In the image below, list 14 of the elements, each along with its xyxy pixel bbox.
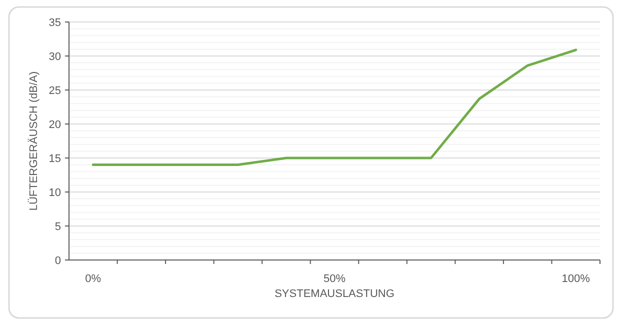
y-tick-label: 20 (48, 118, 61, 131)
y-tick-label: 10 (48, 186, 61, 199)
y-tick-label: 15 (48, 152, 61, 165)
x-axis-title: SYSTEMAUSLASTUNG (274, 288, 394, 300)
x-tick-label: 100% (562, 272, 590, 285)
y-tick-label: 35 (48, 16, 61, 29)
y-tick-label: 5 (54, 220, 61, 233)
x-tick-label: 0% (85, 272, 102, 285)
y-axis-title: LÜFTERGERÄUSCH (dB/A) (27, 71, 40, 211)
line-series (92, 48, 578, 166)
x-tick-label: 50% (323, 272, 346, 285)
y-tick-label: 25 (48, 84, 61, 97)
y-tick-label: 0 (54, 254, 61, 267)
y-tick-label: 30 (48, 50, 61, 63)
